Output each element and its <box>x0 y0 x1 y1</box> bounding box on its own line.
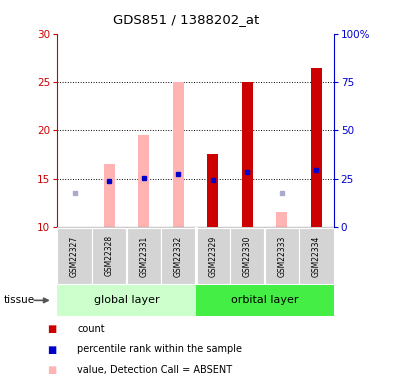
Text: count: count <box>77 324 105 334</box>
Bar <box>276 212 288 227</box>
Text: GSM22329: GSM22329 <box>208 236 217 277</box>
Bar <box>207 154 218 227</box>
Text: GSM22332: GSM22332 <box>174 236 183 277</box>
Bar <box>196 228 230 284</box>
Text: value, Detection Call = ABSENT: value, Detection Call = ABSENT <box>77 365 232 375</box>
Text: orbital layer: orbital layer <box>231 296 298 305</box>
Text: ■: ■ <box>47 324 56 334</box>
Text: GSM22327: GSM22327 <box>70 236 79 277</box>
Text: GSM22328: GSM22328 <box>105 236 114 276</box>
Bar <box>103 164 115 227</box>
Bar <box>126 228 161 284</box>
Bar <box>138 135 149 227</box>
Text: ■: ■ <box>47 345 56 354</box>
Bar <box>311 68 322 227</box>
Text: GDS851 / 1388202_at: GDS851 / 1388202_at <box>113 13 259 26</box>
Bar <box>242 82 253 227</box>
Text: GSM22333: GSM22333 <box>277 235 286 277</box>
Text: tissue: tissue <box>4 296 35 305</box>
Bar <box>230 228 265 284</box>
Bar <box>57 285 196 316</box>
Text: GSM22334: GSM22334 <box>312 235 321 277</box>
Text: ■: ■ <box>47 365 56 375</box>
Bar <box>173 82 184 227</box>
Bar <box>265 228 299 284</box>
Bar <box>161 228 196 284</box>
Text: GSM22331: GSM22331 <box>139 236 148 277</box>
Bar <box>92 228 126 284</box>
Bar <box>299 228 334 284</box>
Text: percentile rank within the sample: percentile rank within the sample <box>77 345 242 354</box>
Text: GSM22330: GSM22330 <box>243 235 252 277</box>
Text: global layer: global layer <box>94 296 159 305</box>
Bar <box>57 228 92 284</box>
Bar <box>196 285 351 316</box>
